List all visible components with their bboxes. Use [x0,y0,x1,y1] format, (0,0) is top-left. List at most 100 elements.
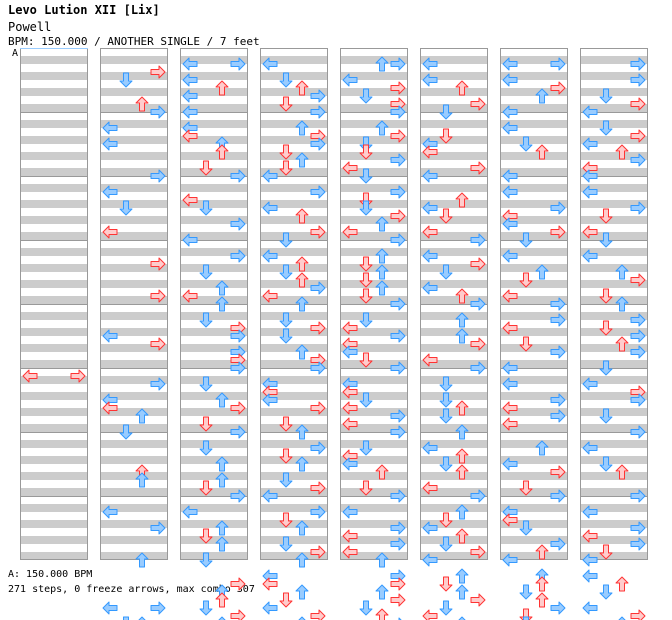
step-arrow-left [422,225,438,239]
beat-stripe [340,216,408,224]
step-arrow-up [375,464,389,480]
step-arrow-right [390,577,406,591]
step-arrow-down [359,288,373,304]
step-arrow-up [295,80,309,96]
beat-stripe [20,88,88,96]
step-arrow-left [422,73,438,87]
beat-stripe [20,120,88,128]
beat-stripe [340,120,408,128]
beat-stripe [20,344,88,352]
beat-stripe [180,232,248,240]
step-arrow-down [119,200,133,216]
beat-stripe [580,424,648,432]
beat-stripe [500,440,568,448]
step-arrow-right [230,577,246,591]
step-arrow-down [119,72,133,88]
beat-stripe [20,264,88,272]
beat-stripe [500,328,568,336]
beat-stripe [340,104,408,112]
beat-stripe [260,312,328,320]
beat-stripe [180,456,248,464]
beat-stripe [260,104,328,112]
step-arrow-up [615,336,629,352]
beat-stripe [260,392,328,400]
beat-stripe [500,168,568,176]
step-arrow-down [359,88,373,104]
beat-stripe [580,280,648,288]
step-arrow-down [439,392,453,408]
beat-stripe [500,488,568,496]
beat-stripe [500,216,568,224]
beat-stripe [580,264,648,272]
beat-stripe [580,392,648,400]
beat-stripe [580,456,648,464]
step-arrow-right [630,73,646,87]
step-arrow-up [455,464,469,480]
step-arrow-left [582,185,598,199]
step-arrow-down [599,544,613,560]
beat-stripe [580,200,648,208]
step-arrow-up [375,120,389,136]
step-arrow-left [422,201,438,215]
step-arrow-down [439,512,453,528]
beat-stripe [500,296,568,304]
step-arrow-up [295,272,309,288]
step-arrow-up [535,88,549,104]
step-arrow-up [455,80,469,96]
step-arrow-down [599,120,613,136]
step-arrow-down [119,616,133,620]
beat-stripe [20,552,88,560]
beat-stripe [420,376,488,384]
step-arrow-right [630,97,646,111]
beat-stripe [340,200,408,208]
step-arrow-down [199,440,213,456]
step-arrow-left [582,553,598,567]
step-arrow-down [599,408,613,424]
step-arrow-up [375,216,389,232]
beat-stripe [20,72,88,80]
beat-stripe [260,408,328,416]
beat-stripe [260,72,328,80]
beat-stripe [340,168,408,176]
beat-stripe [20,200,88,208]
step-arrow-left [262,289,278,303]
step-arrow-down [439,408,453,424]
beat-stripe [420,104,488,112]
step-arrow-right [230,361,246,375]
beat-stripe [260,296,328,304]
beat-stripe [180,56,248,64]
step-arrow-up [375,608,389,620]
beat-stripe [100,216,168,224]
beat-stripe [20,296,88,304]
step-arrow-down [599,208,613,224]
step-arrow-left [422,145,438,159]
step-arrow-right [230,217,246,231]
beat-stripe [180,88,248,96]
step-arrow-up [455,312,469,328]
beat-stripe [580,488,648,496]
beat-stripe [20,184,88,192]
beat-stripe [180,328,248,336]
beat-stripe [580,376,648,384]
step-arrow-left [182,57,198,71]
step-arrow-up [295,296,309,312]
step-arrow-left [502,73,518,87]
beat-stripe [580,104,648,112]
beat-stripe [20,472,88,480]
step-arrow-right [630,345,646,359]
step-arrow-up [535,144,549,160]
beat-stripe [260,152,328,160]
beat-stripe [500,392,568,400]
step-arrow-down [279,448,293,464]
beat-stripe [180,280,248,288]
beat-stripe [260,456,328,464]
beat-stripe [340,56,408,64]
beat-stripe [180,344,248,352]
step-arrow-left [342,505,358,519]
beat-stripe [20,504,88,512]
step-arrow-right [310,137,326,151]
step-arrow-left [182,505,198,519]
step-arrow-left [182,73,198,87]
step-arrow-left [422,521,438,535]
step-arrow-right [470,257,486,271]
